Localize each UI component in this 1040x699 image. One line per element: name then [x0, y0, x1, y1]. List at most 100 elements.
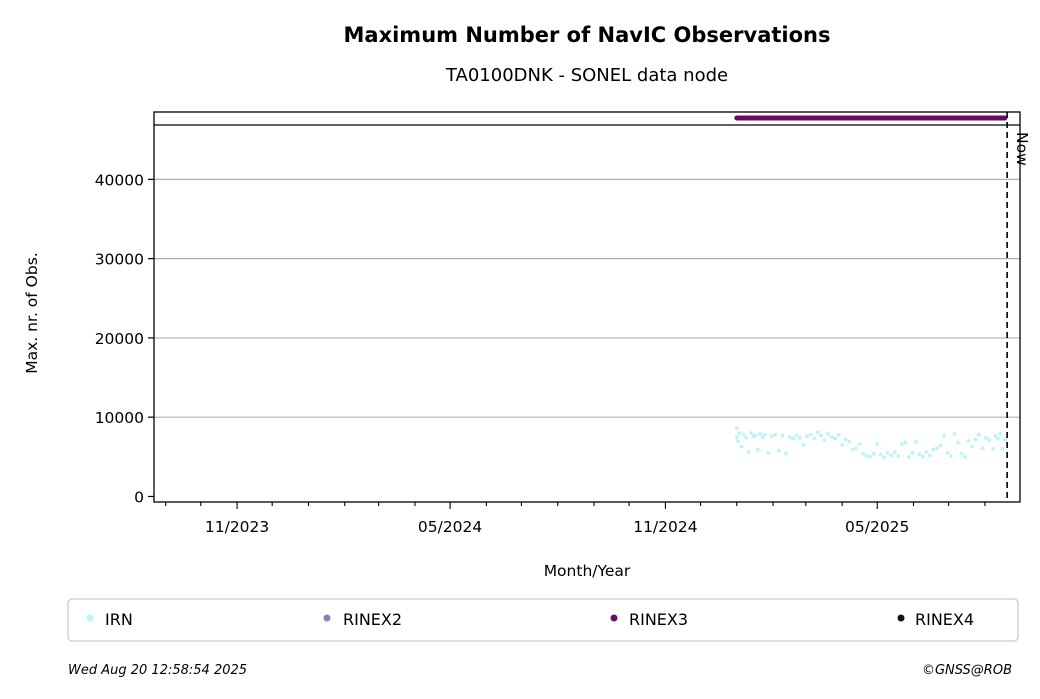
legend-box: [67, 598, 1019, 642]
irn-point: [794, 433, 799, 438]
irn-point: [829, 435, 834, 439]
irn-point: [938, 443, 943, 448]
legend-marker-rinex2: [323, 614, 331, 622]
irn-point: [896, 454, 901, 458]
irn-point: [998, 431, 1003, 436]
irn-point: [758, 431, 763, 436]
irn-point: [857, 442, 862, 447]
irn-point: [734, 435, 739, 439]
irn-point: [741, 432, 746, 437]
irn-point: [977, 432, 981, 437]
y-tick-label: 0: [134, 488, 144, 506]
irn-point: [861, 451, 866, 456]
irn-point: [903, 440, 908, 445]
irn-point: [819, 433, 823, 438]
irn-point: [850, 447, 855, 452]
irn-point: [801, 443, 806, 447]
chart-subtitle: TA0100DNK - SONEL data node: [445, 65, 728, 86]
data-points: [734, 426, 1007, 460]
irn-point: [762, 432, 767, 437]
irn-point: [878, 452, 883, 457]
irn-point: [784, 451, 788, 456]
now-label: Now: [1013, 132, 1031, 166]
irn-point: [826, 431, 830, 436]
irn-point: [910, 450, 915, 455]
y-tick-label: 30000: [95, 251, 144, 269]
irn-point: [744, 435, 749, 440]
irn-point: [956, 440, 960, 445]
irn-point: [755, 447, 760, 452]
irn-point: [748, 431, 753, 435]
x-axis-ticks: 11/2023 05/2024 11/2024 05/2025: [165, 502, 986, 536]
x-tick-label: 11/2023: [205, 518, 269, 536]
irn-point: [840, 443, 845, 447]
irn-point: [1000, 446, 1005, 451]
irn-point: [987, 438, 992, 443]
irn-point: [833, 436, 837, 441]
irn-point: [753, 433, 758, 438]
irn-point: [935, 446, 939, 450]
irn-point: [889, 453, 894, 458]
y-tick-label: 20000: [95, 330, 144, 348]
irn-point: [864, 454, 869, 458]
irn-point: [791, 436, 795, 441]
legend-label-rinex3: RINEX3: [629, 610, 688, 629]
irn-point: [966, 439, 971, 443]
irn-point: [993, 434, 998, 439]
irn-point: [984, 435, 988, 440]
irn-point: [798, 435, 802, 440]
irn-point: [815, 430, 820, 435]
irn-point: [770, 434, 774, 439]
x-tick-label: 05/2025: [845, 518, 909, 536]
irn-point: [973, 437, 978, 442]
irn-point: [906, 454, 911, 459]
irn-point: [847, 439, 852, 444]
irn-point: [920, 454, 925, 459]
plot-frame: [153, 111, 1021, 503]
legend-item-rinex4: RINEX4: [897, 610, 974, 629]
irn-point: [899, 442, 904, 447]
irn-point: [892, 450, 897, 454]
legend-label-irn: IRN: [105, 610, 133, 629]
irn-point: [917, 452, 922, 457]
legend-item-rinex2: RINEX2: [323, 610, 402, 629]
grid-lines: [154, 178, 1020, 418]
irn-point: [787, 435, 792, 439]
irn-point: [736, 439, 740, 443]
irn-point: [822, 438, 827, 443]
irn-point: [945, 450, 950, 455]
irn-point: [746, 450, 751, 454]
irn-point: [991, 446, 995, 451]
irn-point: [980, 446, 985, 450]
irn-point: [924, 450, 929, 454]
y-tick-label: 10000: [95, 409, 144, 427]
irn-point: [808, 432, 813, 437]
irn-point: [927, 453, 932, 458]
irn-point: [970, 444, 974, 449]
y-tick-label: 40000: [95, 171, 144, 189]
irn-point: [843, 437, 848, 442]
irn-point: [949, 454, 953, 458]
irn-point: [952, 431, 957, 436]
irn-point: [913, 439, 918, 444]
irn-point: [805, 434, 809, 439]
irn-point: [777, 448, 781, 453]
legend-label-rinex2: RINEX2: [343, 610, 402, 629]
legend-item-irn: IRN: [86, 610, 133, 629]
irn-point: [871, 451, 876, 456]
irn-point: [1002, 437, 1007, 442]
legend-marker-rinex4: [897, 614, 905, 622]
legend-label-rinex4: RINEX4: [915, 610, 974, 629]
legend-marker-irn: [86, 614, 94, 622]
irn-point: [812, 436, 816, 441]
plot-area: [154, 112, 1020, 502]
irn-point: [868, 454, 873, 459]
irn-point: [882, 455, 887, 460]
irn-point: [885, 450, 890, 455]
y-axis-label: Max. nr. of Obs.: [23, 252, 41, 373]
legend-item-rinex3: RINEX3: [610, 610, 688, 629]
irn-point: [836, 432, 841, 437]
irn-point: [942, 433, 946, 438]
irn-point: [734, 426, 739, 431]
